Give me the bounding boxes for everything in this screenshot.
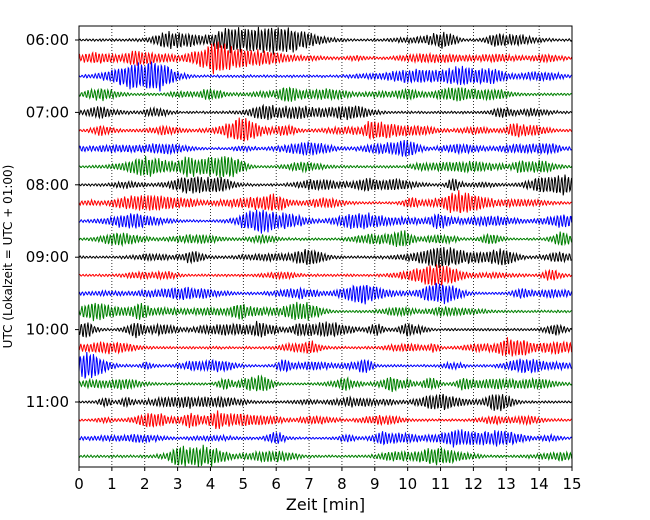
x-tick-label-4: 4 <box>206 475 216 493</box>
x-axis: 0 1 2 3 4 5 6 7 8 9 10 11 12 13 14 15 <box>74 467 582 493</box>
trace-row-0845 <box>78 230 573 248</box>
x-tick-label-11: 11 <box>431 475 450 493</box>
x-tick-label-3: 3 <box>173 475 183 493</box>
x-tick-label-0: 0 <box>74 475 84 493</box>
x-tick-label-14: 14 <box>530 475 549 493</box>
trace-row-1115 <box>78 410 572 430</box>
y-tick-label-0800: 08:00 <box>26 176 69 194</box>
trace-row-0815 <box>78 190 572 214</box>
x-tick-label-8: 8 <box>337 475 347 493</box>
trace-row-0630 <box>78 61 572 92</box>
y-axis-label: UTC (Lokalzeit = UTC + 01:00) <box>1 165 15 349</box>
trace-row-0900 <box>78 247 572 269</box>
trace-row-1145 <box>79 444 573 467</box>
x-tick-label-1: 1 <box>107 475 117 493</box>
y-tick-label-0600: 06:00 <box>26 31 69 49</box>
x-tick-label-15: 15 <box>562 475 581 493</box>
x-tick-label-7: 7 <box>304 475 314 493</box>
trace-row-1130 <box>78 428 572 448</box>
trace-row-0715 <box>78 117 573 142</box>
x-tick-label-5: 5 <box>239 475 249 493</box>
trace-row-1100 <box>78 393 573 412</box>
trace-row-0945 <box>78 301 572 322</box>
trace-row-1015 <box>78 337 573 357</box>
x-tick-label-2: 2 <box>140 475 150 493</box>
y-tick-label-1100: 11:00 <box>26 393 69 411</box>
trace-row-1030 <box>78 351 573 379</box>
y-tick-label-1000: 10:00 <box>26 321 69 339</box>
trace-row-0930 <box>78 282 573 305</box>
seismic-traces <box>78 26 573 467</box>
x-axis-label: Zeit [min] <box>286 495 365 514</box>
trace-row-1045 <box>78 374 573 393</box>
trace-row-0745 <box>78 155 573 178</box>
x-tick-label-13: 13 <box>497 475 516 493</box>
x-tick-label-9: 9 <box>370 475 380 493</box>
trace-row-0915 <box>78 264 573 287</box>
x-tick-label-10: 10 <box>398 475 417 493</box>
y-tick-label-0900: 09:00 <box>26 248 69 266</box>
x-tick-label-6: 6 <box>271 475 281 493</box>
trace-row-0800 <box>78 174 573 196</box>
trace-row-0830 <box>78 209 573 234</box>
trace-row-0645 <box>78 86 572 102</box>
y-tick-label-0700: 07:00 <box>26 103 69 121</box>
trace-row-0730 <box>78 140 572 158</box>
x-tick-label-12: 12 <box>464 475 483 493</box>
trace-row-0600 <box>78 26 573 55</box>
trace-row-0700 <box>78 103 573 121</box>
y-axis: 06:00 07:00 08:00 09:00 10:00 11:00 <box>26 31 79 411</box>
plot-frame <box>78 25 573 468</box>
trace-row-0615 <box>78 41 573 75</box>
trace-row-1000 <box>78 320 573 339</box>
